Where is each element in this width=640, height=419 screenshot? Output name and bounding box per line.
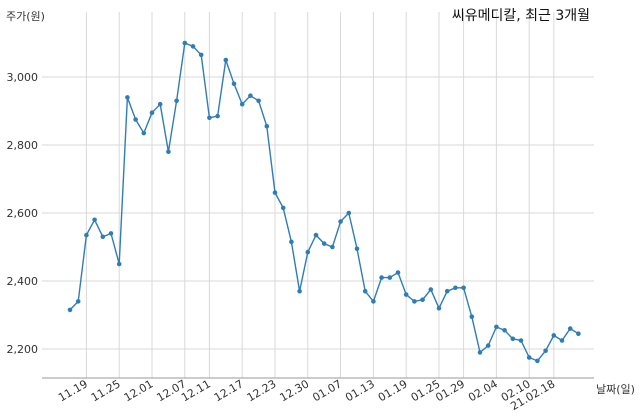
- x-tick-label: 11.25: [89, 377, 123, 404]
- price-point: [198, 52, 204, 58]
- price-point: [420, 297, 425, 303]
- x-tick-label: 11.19: [56, 377, 90, 404]
- price-point: [551, 333, 557, 338]
- x-tick-label: 12.11: [179, 377, 213, 404]
- price-point: [305, 249, 311, 255]
- price-point: [346, 210, 352, 216]
- price-point: [108, 231, 114, 236]
- grid-lines: [42, 12, 594, 378]
- x-tick-label: 12.17: [212, 377, 246, 404]
- price-points: [67, 40, 581, 364]
- x-tick-label: 01.19: [376, 377, 410, 404]
- y-tick-label: 2,400: [7, 275, 39, 288]
- price-point: [297, 288, 302, 294]
- price-point: [264, 124, 270, 129]
- price-point: [444, 288, 450, 294]
- price-point: [395, 270, 401, 275]
- price-point: [75, 299, 81, 304]
- price-point: [100, 234, 106, 240]
- price-point: [157, 101, 163, 107]
- price-point: [387, 275, 393, 280]
- price-point: [518, 338, 524, 343]
- price-point: [469, 314, 475, 320]
- price-point: [256, 98, 261, 104]
- x-tick-label: 01.07: [310, 377, 344, 404]
- price-point: [166, 149, 171, 155]
- price-line: [69, 42, 579, 362]
- price-point: [174, 98, 179, 104]
- price-point: [362, 288, 368, 294]
- x-tick-label: 01.29: [433, 377, 467, 404]
- price-point: [576, 331, 581, 337]
- price-point: [84, 232, 89, 238]
- price-point: [215, 113, 220, 119]
- price-point: [494, 324, 499, 330]
- x-tick-label: 12.01: [122, 377, 156, 404]
- price-point: [313, 232, 319, 238]
- x-tick-label: 01.13: [343, 377, 377, 404]
- price-point: [354, 246, 360, 251]
- price-point: [231, 81, 237, 87]
- x-axis-label: 날짜(일): [596, 382, 635, 396]
- price-point: [412, 299, 417, 304]
- price-point: [92, 217, 97, 223]
- y-tick-label: 2,200: [7, 343, 39, 356]
- price-point: [289, 239, 294, 245]
- price-point: [461, 285, 466, 291]
- price-point: [436, 305, 442, 311]
- x-tick-label: 02.04: [466, 377, 500, 404]
- price-point: [510, 336, 516, 342]
- price-point: [239, 101, 245, 107]
- price-point: [567, 326, 573, 331]
- price-point: [125, 95, 130, 100]
- price-point: [116, 261, 122, 267]
- price-point: [543, 348, 548, 354]
- price-point: [485, 343, 491, 348]
- price-point: [321, 241, 327, 246]
- price-point: [190, 44, 196, 49]
- y-axis-label: 주가(원): [6, 10, 45, 23]
- x-tick-label: 12.30: [278, 377, 312, 404]
- price-point: [502, 328, 507, 333]
- price-point: [379, 275, 384, 280]
- y-tick-label: 3,000: [7, 71, 39, 84]
- y-tick-labels: 2,200 2,400 2,600 2,800 3,000: [7, 71, 39, 356]
- price-point: [477, 350, 483, 355]
- x-tick-label: 12.23: [245, 377, 279, 404]
- price-point: [272, 190, 278, 195]
- price-point: [428, 287, 434, 292]
- price-point: [182, 40, 188, 46]
- price-point: [248, 93, 253, 98]
- price-point: [207, 115, 212, 121]
- price-point: [133, 117, 138, 122]
- y-tick-label: 2,600: [7, 207, 39, 220]
- price-point: [67, 307, 73, 313]
- price-point: [371, 299, 376, 304]
- price-point: [338, 219, 343, 224]
- price-point: [149, 110, 155, 115]
- price-point: [559, 338, 565, 343]
- price-point: [141, 130, 147, 136]
- price-point: [453, 285, 458, 291]
- price-point: [280, 205, 286, 211]
- price-point: [526, 355, 532, 360]
- chart-title: 씨유메디칼, 최근 3개월: [452, 8, 590, 24]
- y-tick-label: 2,800: [7, 139, 39, 152]
- price-point: [535, 358, 540, 364]
- price-point: [330, 244, 335, 250]
- price-point: [223, 57, 229, 63]
- price-point: [403, 292, 409, 297]
